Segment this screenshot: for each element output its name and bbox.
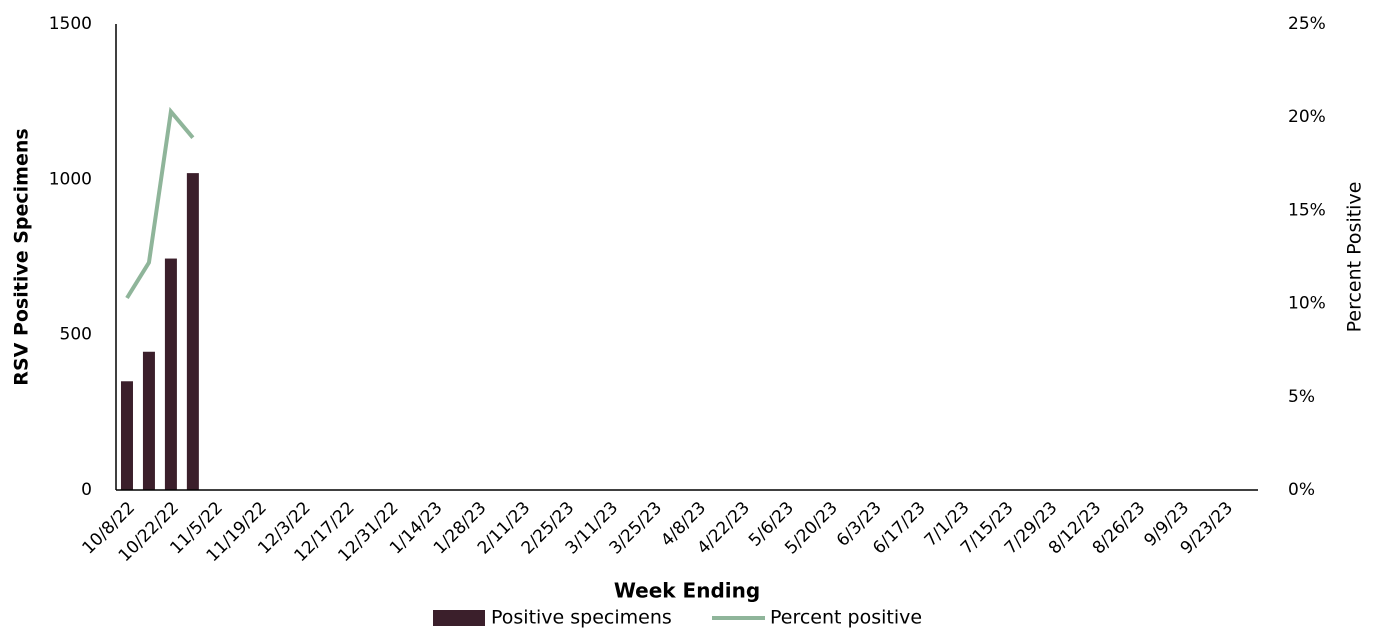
y2-tick-label: 10%	[1288, 294, 1326, 314]
y2-axis-title: Percent Positive	[1344, 182, 1366, 333]
y-tick-label: 1000	[49, 169, 92, 189]
bar	[120, 381, 133, 490]
x-axis-title: Week Ending	[614, 579, 760, 603]
y-axis-title: RSV Positive Specimens	[11, 128, 33, 385]
bar	[164, 258, 177, 490]
bar	[142, 351, 155, 490]
y2-tick-label: 5%	[1288, 387, 1315, 407]
bar	[186, 173, 199, 490]
y-tick-label: 1500	[49, 14, 92, 34]
y2-tick-label: 25%	[1288, 14, 1326, 34]
y2-tick-label: 0%	[1288, 480, 1315, 500]
y2-tick-label: 20%	[1288, 107, 1326, 127]
y-tick-label: 0	[81, 480, 92, 500]
legend-label: Positive specimens	[491, 607, 672, 629]
legend-swatch	[433, 610, 485, 626]
y2-tick-label: 15%	[1288, 200, 1326, 220]
legend-label: Percent positive	[770, 607, 922, 629]
line	[125, 106, 195, 300]
y-tick-label: 500	[60, 325, 92, 345]
